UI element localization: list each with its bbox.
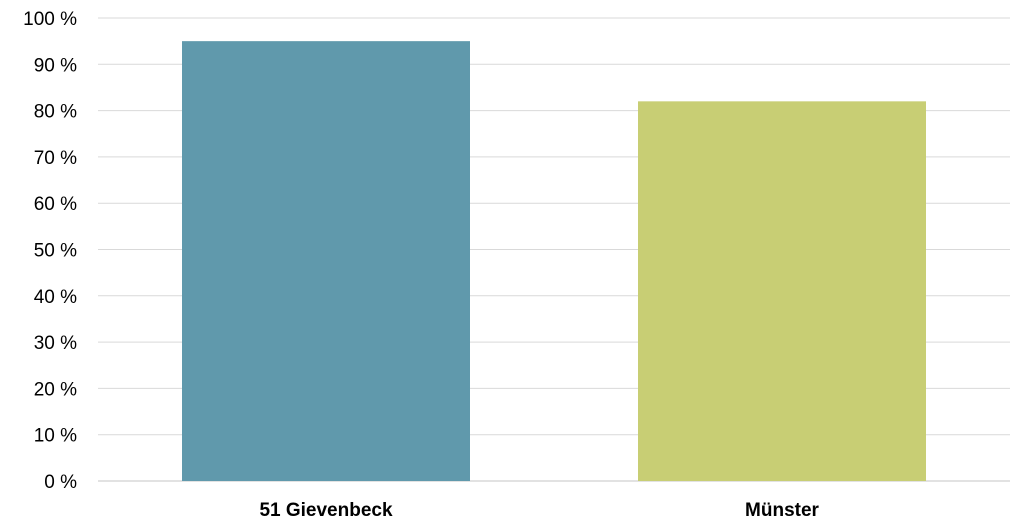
bar-51-gievenbeck [182, 41, 470, 482]
y-tick-label: 0 % [44, 472, 77, 493]
x-category-label: Münster [745, 500, 820, 521]
bar-m-nster [638, 101, 926, 481]
y-tick-label: 10 % [34, 426, 77, 447]
y-tick-label: 60 % [34, 194, 77, 215]
y-axis-tick-labels: 0 % 10 % 20 % 30 % 40 % 50 % 60 % 70 % 80 % 90 % 1… [23, 9, 77, 493]
y-tick-label: 40 % [34, 287, 77, 308]
y-tick-label: 20 % [34, 379, 77, 400]
y-tick-label: 50 % [34, 241, 77, 262]
x-category-label: 51 Gievenbeck [259, 500, 393, 521]
y-tick-label: 100 % [23, 9, 77, 30]
y-tick-label: 80 % [34, 102, 77, 123]
y-tick-label: 30 % [34, 333, 77, 354]
x-axis-category-labels: 51 Gievenbeck Münster [259, 500, 819, 521]
y-tick-label: 90 % [34, 55, 77, 76]
y-tick-label: 70 % [34, 148, 77, 169]
bars [182, 41, 926, 482]
